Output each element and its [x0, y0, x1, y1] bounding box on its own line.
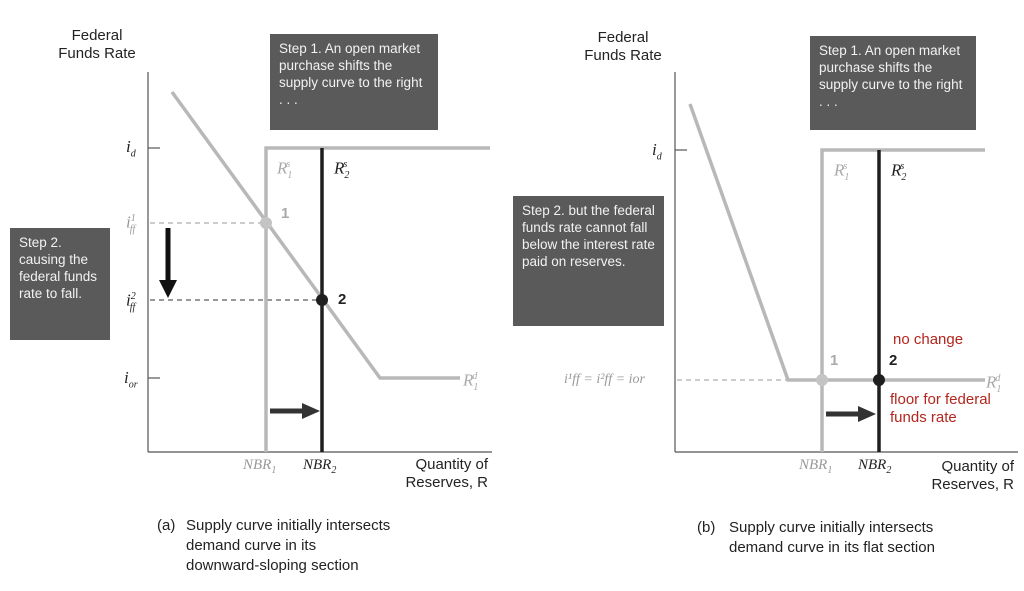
panel-a-point-1-label: 1 [281, 205, 290, 222]
panel-b-point-2-marker [873, 374, 885, 386]
panel-b-x-axis-title: Quantity of Reserves, R [904, 458, 1014, 494]
panel-a-caption-line2: demand curve in its [186, 537, 317, 554]
panel-b-caption: Supply curve initially intersects demand… [729, 518, 935, 558]
panel-b-x-axis-title-line1: Quantity of [941, 458, 1014, 475]
panel-b-y-axis-title-line2: Funds Rate [584, 47, 662, 64]
panel-b-label-r1d: R1d [986, 372, 1002, 396]
panel-b-point-2-label: 2 [889, 352, 898, 369]
panel-a-label-iff2: i2ff [126, 290, 136, 314]
panel-b-floor-line1: floor for federal [890, 391, 991, 408]
panel-b-label-r2s: R2s [891, 160, 907, 184]
panel-a-x-axis-title-line2: Reserves, R [405, 474, 488, 491]
panel-a-step1-box: Step 1. An open market purchase shifts t… [270, 34, 438, 130]
panel-b-point-1-label: 1 [830, 352, 839, 369]
panel-b-no-change-label: no change [893, 331, 964, 348]
panel-b-step1-box: Step 1. An open market purchase shifts t… [810, 36, 976, 130]
panel-a-step1-text: Step 1. An open market purchase shifts t… [279, 41, 423, 107]
panel-a-label-ior: ior [124, 368, 138, 391]
panel-a-label-r2s: R2s [334, 158, 350, 182]
panel-a-y-axis-title-line1: Federal [71, 27, 123, 44]
panel-a-step2-box: Step 2. causing the federal funds rate t… [10, 228, 110, 340]
panel-b-floor-label: floor for federal funds rate [890, 391, 991, 427]
panel-b-caption-line2: demand curve in its flat section [729, 539, 935, 556]
panel-a-x-axis-title-line1: Quantity of [415, 456, 488, 473]
panel-a-label-nbr1: NBR1 [243, 457, 277, 476]
panel-a-graph [147, 72, 492, 453]
panel-b-graph [674, 72, 1018, 453]
panel-b-point-1-marker [816, 374, 828, 386]
panel-b-label-eq: i¹ff = i²ff = ior [564, 372, 645, 387]
panel-b-caption-prefix: (b) [697, 519, 716, 536]
panel-a-demand-curve-r1d [170, 90, 460, 380]
panel-a-step2-text: Step 2. causing the federal funds rate t… [19, 235, 98, 301]
panel-a-supply-curve-r1s [264, 146, 490, 452]
panel-a-shift-arrow-head [302, 403, 320, 419]
panel-a-label-id: id [126, 137, 136, 160]
panel-a-caption-prefix: (a) [157, 517, 176, 534]
panel-a-caption: Supply curve initially intersects demand… [186, 516, 390, 576]
panel-b-step2-box: Step 2. but the federal funds rate canno… [513, 196, 664, 326]
panel-b-y-axis-title-line1: Federal [597, 29, 649, 46]
panel-b-label-nbr2: NBR2 [858, 457, 892, 476]
panel-b-step1-text: Step 1. An open market purchase shifts t… [819, 43, 963, 109]
panel-b-label-nbr1: NBR1 [799, 457, 833, 476]
panel-b-label-r1s: R1s [834, 160, 850, 184]
panel-b-demand-curve-r1d [688, 103, 985, 382]
panel-a-label-nbr2: NBR2 [303, 457, 337, 476]
panel-b-supply-curve-r1s [820, 148, 985, 452]
panel-b-label-id: id [652, 140, 662, 163]
panel-b-caption-line1: Supply curve initially intersects [729, 519, 934, 536]
panel-a-y-axis-title-line2: Funds Rate [58, 45, 136, 62]
panel-b-x-axis-title-line2: Reserves, R [931, 476, 1014, 493]
panel-b-floor-line2: funds rate [890, 409, 957, 426]
panel-a-fall-arrow-head [159, 280, 177, 298]
panel-a-caption-line1: Supply curve initially intersects [186, 517, 391, 534]
panel-a-label-r1d: R1d [463, 370, 479, 394]
panel-b-y-axis-title: Federal Funds Rate [568, 29, 678, 65]
panel-a-point-2-label: 2 [338, 291, 347, 308]
panel-a-point-2-marker [316, 294, 328, 306]
panel-a-label-iff1: i1ff [126, 212, 136, 236]
panel-b-step2-text: Step 2. but the federal funds rate canno… [522, 203, 655, 269]
panel-a-x-axis-title: Quantity of Reserves, R [378, 456, 488, 492]
panel-a-point-1-marker [260, 217, 272, 229]
panel-a-label-r1s: R1s [277, 158, 293, 182]
panel-a-y-axis-title: Federal Funds Rate [42, 27, 152, 63]
panel-b-shift-arrow-head [858, 406, 876, 422]
panel-a-caption-line3: downward-sloping section [186, 557, 359, 574]
